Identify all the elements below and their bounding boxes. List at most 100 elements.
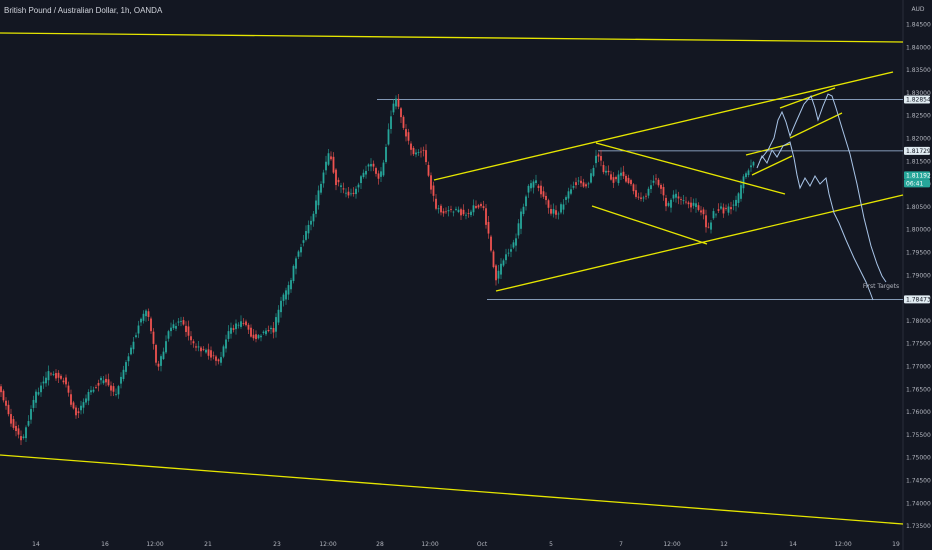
candle-body — [507, 252, 510, 254]
candle-body — [632, 184, 635, 192]
candle-body — [512, 242, 515, 248]
candle-body — [300, 247, 302, 253]
candle-body — [447, 210, 450, 212]
candle-body — [427, 164, 430, 176]
x-tick-label: 7 — [619, 541, 623, 548]
candle-body — [365, 170, 367, 175]
candle-body — [187, 326, 190, 336]
candle-body — [260, 335, 262, 338]
candle-body — [612, 177, 615, 183]
candle-body — [395, 98, 397, 107]
candle-body — [557, 213, 560, 215]
candle-body — [35, 391, 37, 403]
candle-body — [452, 211, 455, 213]
candle-body — [220, 357, 222, 363]
x-tick-label: 12:00 — [834, 541, 851, 548]
x-tick-label: 14 — [789, 541, 797, 548]
candle-body — [360, 176, 362, 184]
candle-body — [50, 373, 52, 375]
y-tick-label: 1.79500 — [906, 250, 931, 257]
last-price-tag: 1.81192 — [906, 172, 931, 179]
candle-body — [682, 200, 685, 202]
candle-body — [147, 311, 150, 317]
y-tick-label: 1.75000 — [906, 455, 931, 462]
candle-body — [72, 402, 75, 409]
candle-body — [465, 214, 467, 216]
candle-body — [7, 404, 10, 415]
candle-body — [407, 132, 410, 141]
candle-body — [22, 436, 25, 439]
y-tick-label: 1.81500 — [906, 158, 931, 165]
candle-body — [575, 182, 577, 186]
price-level-tag: 1.78473 — [906, 296, 931, 303]
candle-body — [732, 204, 735, 206]
candle-body — [270, 327, 272, 330]
first-targets-label: First Targets — [863, 283, 899, 290]
candle-body — [47, 371, 50, 381]
candle-body — [490, 236, 492, 251]
candle-body — [292, 265, 295, 282]
candle-body — [475, 206, 477, 208]
candle-body — [337, 179, 340, 183]
candle-body — [262, 331, 265, 333]
candle-body — [522, 206, 525, 214]
candle-body — [567, 191, 570, 199]
descending-channel-lower-line — [591, 205, 708, 245]
candle-body — [70, 394, 72, 405]
candle-body — [2, 390, 5, 401]
candle-body — [545, 195, 547, 201]
x-tick-label: 12:00 — [319, 541, 336, 548]
y-tick-label: 1.78000 — [906, 318, 931, 325]
candle-body — [77, 411, 80, 414]
candle-body — [150, 318, 152, 332]
candle-body — [282, 294, 285, 301]
candle-body — [310, 220, 312, 225]
candle-body — [115, 394, 117, 395]
candle-body — [265, 330, 267, 335]
candle-body — [322, 172, 325, 184]
last-price-tag-bg — [904, 171, 930, 180]
candle-body — [672, 194, 675, 199]
candle-body — [305, 231, 307, 240]
candle-body — [140, 318, 142, 323]
candle-body — [530, 183, 532, 189]
candle-body — [162, 351, 165, 359]
candle-body — [727, 206, 730, 213]
candle-body — [377, 173, 380, 179]
candle-body — [497, 270, 500, 279]
candle-body — [412, 147, 415, 155]
candle-body — [532, 181, 535, 188]
y-tick-label: 1.79000 — [906, 272, 931, 279]
candle-body — [572, 186, 575, 188]
candle-body — [347, 191, 350, 196]
candle-body — [525, 196, 527, 207]
candle-body — [272, 327, 275, 333]
candle-body — [172, 324, 175, 329]
candle-body — [290, 280, 292, 290]
candle-body — [592, 167, 595, 176]
currency-label: AUD — [911, 6, 924, 13]
candle-body — [685, 201, 687, 203]
candle-body — [367, 164, 370, 167]
candle-body — [380, 171, 382, 177]
x-tick-label: 12:00 — [663, 541, 680, 548]
candle-body — [247, 324, 250, 330]
x-tick-label: 12:00 — [146, 541, 163, 548]
candle-body — [357, 184, 360, 188]
x-tick-label: 14 — [32, 541, 40, 548]
candle-body — [570, 189, 572, 194]
candle-body — [152, 331, 155, 344]
projection-path-2 — [759, 93, 887, 283]
candle-body — [515, 238, 517, 246]
candle-body — [535, 180, 537, 183]
candle-body — [580, 180, 582, 184]
candle-body — [715, 214, 717, 216]
candle-body — [92, 389, 95, 392]
candle-body — [740, 185, 742, 199]
lower-channel-trendline — [0, 454, 904, 525]
flag-lower-line — [751, 155, 793, 176]
candle-body — [82, 402, 85, 408]
candle-body — [445, 211, 447, 213]
candle-body — [207, 349, 210, 356]
